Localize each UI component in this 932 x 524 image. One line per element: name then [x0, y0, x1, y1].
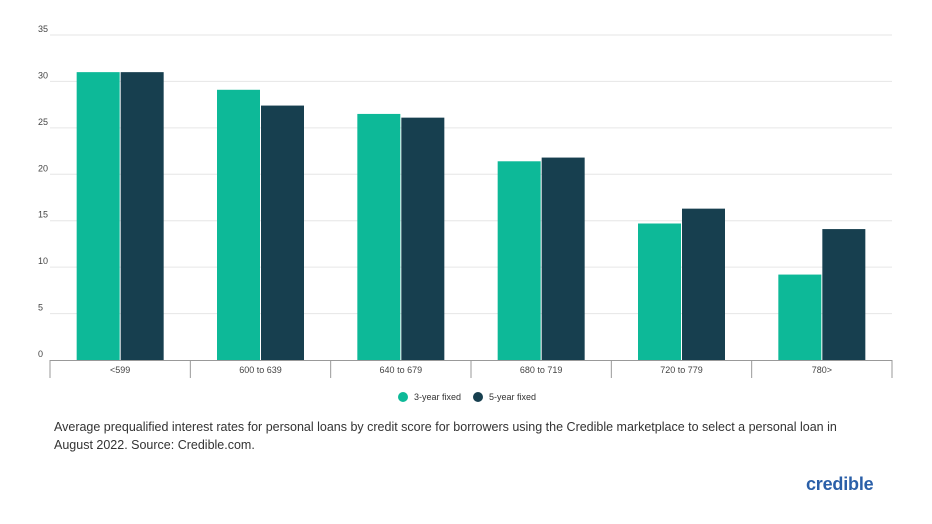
y-tick-label: 5 [38, 303, 43, 313]
bar-chart: 0 5 10 15 20 25 30 35 <599 600 to 639 640 to 679 6… [38, 24, 893, 378]
bar [638, 223, 681, 360]
legend-label-3-year: 3-year fixed [414, 392, 462, 402]
bar [261, 105, 304, 360]
bar [401, 117, 445, 361]
y-tick-label: 35 [38, 24, 48, 34]
legend-swatch-3-year [398, 392, 408, 402]
bars [76, 72, 866, 361]
legend-item-3-year: 3-year fixed [398, 392, 461, 402]
y-tick-label: 30 [38, 70, 48, 80]
x-tick-label: 600 to 639 [239, 365, 282, 375]
x-tick-label: 720 to 779 [660, 365, 703, 375]
bar [822, 229, 866, 360]
y-tick-label: 10 [38, 256, 48, 266]
y-axis-ticks: 0 5 10 15 20 25 30 35 [38, 24, 48, 359]
bar [541, 157, 585, 360]
bar [120, 72, 164, 361]
bar [217, 89, 260, 361]
x-tick-label: 680 to 719 [520, 365, 563, 375]
x-tick-label: 640 to 679 [380, 365, 423, 375]
bar [357, 113, 401, 360]
y-tick-label: 20 [38, 163, 48, 173]
legend-item-5-year: 5-year fixed [473, 392, 536, 402]
x-tick-label: 780> [812, 365, 832, 375]
y-tick-label: 0 [38, 349, 43, 359]
bar [497, 161, 541, 360]
bar [76, 72, 120, 361]
x-tick-label: <599 [110, 365, 130, 375]
legend: 3-year fixed 5-year fixed [398, 392, 548, 402]
legend-label-5-year: 5-year fixed [489, 392, 537, 402]
y-tick-label: 15 [38, 210, 48, 220]
bar [682, 208, 725, 360]
credible-logo: credible [806, 474, 874, 494]
legend-swatch-5-year [473, 392, 484, 402]
bar [778, 274, 822, 360]
chart-caption: Average prequalified interest rates for … [54, 420, 837, 452]
x-axis: <599 600 to 639 640 to 679 680 to 719 720 to… [49, 360, 893, 378]
gridlines [50, 34, 892, 315]
y-tick-label: 25 [38, 117, 48, 127]
